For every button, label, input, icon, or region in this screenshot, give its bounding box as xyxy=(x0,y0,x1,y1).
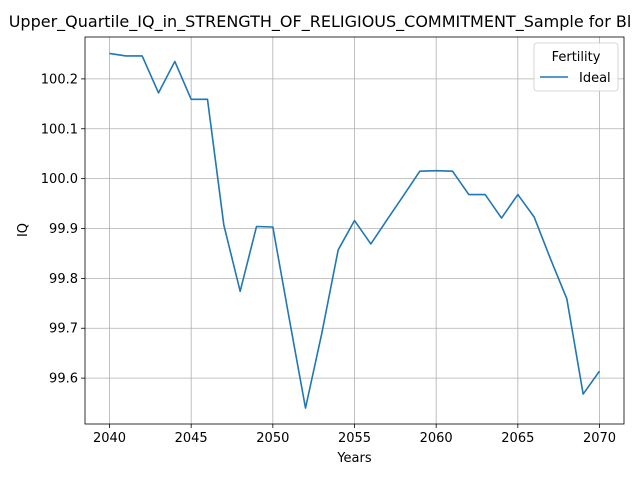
legend-label-ideal: Ideal xyxy=(579,71,611,86)
x-tick-label: 2050 xyxy=(256,431,289,446)
legend-title: Fertility xyxy=(552,50,601,65)
y-tick-label: 99.6 xyxy=(49,372,78,387)
series-line-ideal xyxy=(109,52,601,409)
x-tick-label: 2070 xyxy=(583,431,616,446)
x-tick-label: 2055 xyxy=(338,431,371,446)
y-tick-label: 99.7 xyxy=(49,322,78,337)
chart-title: Upper_Quartile_IQ_in_STRENGTH_OF_RELIGIO… xyxy=(9,12,632,32)
y-tick-label: 100.1 xyxy=(41,122,78,137)
legend-box xyxy=(533,42,619,92)
x-tick-label: 2040 xyxy=(93,431,126,446)
y-axis-label: IQ xyxy=(16,223,31,237)
y-tick-label: 99.8 xyxy=(49,272,78,287)
legend: Fertility Ideal xyxy=(533,42,619,92)
x-tick-label: 2065 xyxy=(501,431,534,446)
x-tick-label: 2060 xyxy=(420,431,453,446)
x-tick-label: 2045 xyxy=(175,431,208,446)
y-tick-label: 100.2 xyxy=(41,72,78,87)
x-axis-ticks: 2040 2045 2050 2055 2060 2065 2070 xyxy=(93,424,616,446)
series-layer xyxy=(109,52,601,409)
y-axis-ticks: 99.6 99.7 99.8 99.9 100.0 100.1 100.2 xyxy=(41,72,85,387)
y-tick-label: 100.0 xyxy=(41,172,78,187)
y-tick-label: 99.9 xyxy=(49,222,78,237)
x-axis-label: Years xyxy=(336,451,372,466)
